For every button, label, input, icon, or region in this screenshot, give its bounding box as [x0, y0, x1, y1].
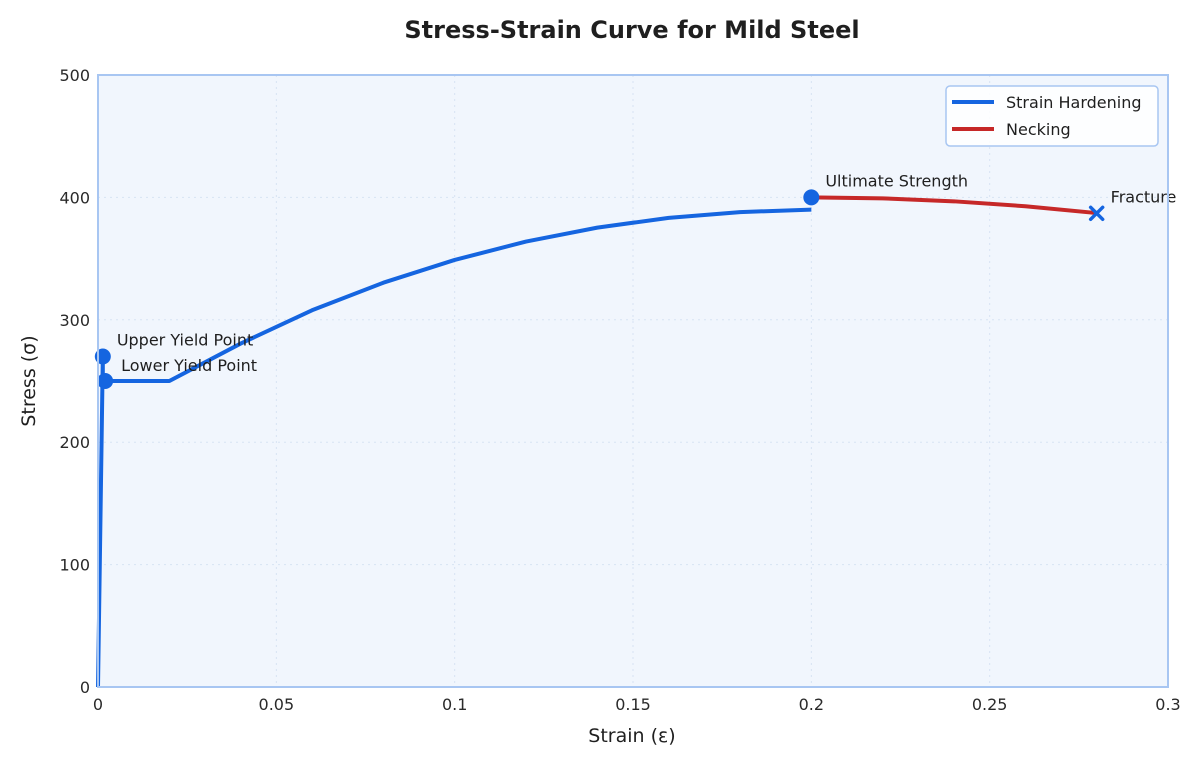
y-tick-label: 300	[59, 311, 90, 330]
marker-ultimate-strength	[803, 189, 820, 206]
y-tick-label: 400	[59, 188, 90, 207]
annotation-label: Upper Yield Point	[117, 331, 253, 350]
x-tick-label: 0.15	[615, 695, 651, 714]
y-axis-label: Stress (σ)	[18, 335, 40, 426]
y-tick-label: 500	[59, 66, 90, 85]
marker-lower-yield-point	[97, 373, 114, 389]
series-line-necking	[811, 195, 1097, 216]
marker-fracture-x-icon	[1088, 205, 1105, 222]
annotation-label: Lower Yield Point	[121, 356, 257, 375]
legend-box	[945, 85, 1159, 147]
x-tick-label: 0.05	[259, 695, 295, 714]
x-tick-label: 0	[93, 695, 103, 714]
x-tick-label: 0.2	[799, 695, 824, 714]
x-axis-label: Strain (ε)	[588, 725, 675, 747]
x-tick-label: 0.25	[972, 695, 1008, 714]
legend-entry: Necking	[1006, 120, 1071, 139]
legend-entry: Strain Hardening	[1006, 93, 1142, 112]
x-axis-ticks: 0 0.05 0.1 0.15 0.2 0.25 0.3	[93, 695, 1181, 714]
y-tick-label: 100	[59, 556, 90, 575]
grid-lines	[98, 75, 1168, 687]
x-tick-label: 0.1	[442, 695, 467, 714]
chart-title: Stress-Strain Curve for Mild Steel	[404, 16, 859, 44]
y-tick-label: 200	[59, 433, 90, 452]
y-axis-ticks: 0 100 200 300 400 500	[59, 66, 90, 697]
plot-frame	[97, 74, 1169, 688]
x-tick-label: 0.3	[1155, 695, 1180, 714]
y-tick-label: 0	[80, 678, 90, 697]
annotation-label: Fracture	[1111, 187, 1177, 206]
annotation-label: Ultimate Strength	[825, 171, 968, 190]
legend: Strain Hardening Necking	[945, 85, 1159, 147]
